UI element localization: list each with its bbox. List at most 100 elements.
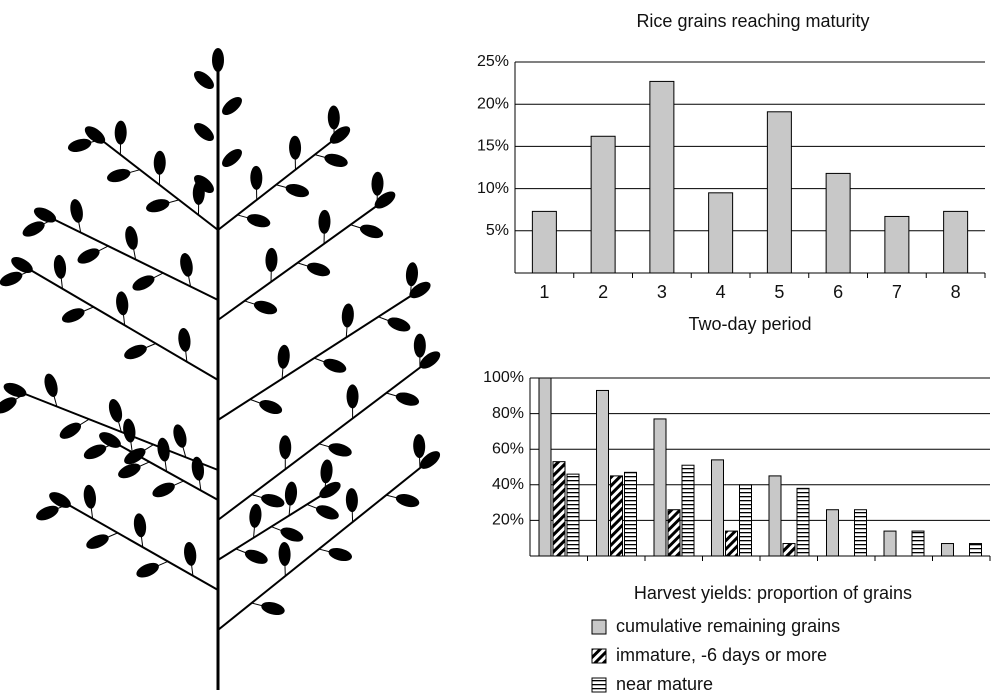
leaf [320, 459, 334, 484]
leaf [156, 437, 171, 462]
leaf [358, 222, 384, 241]
legend-label: cumulative remaining grains [616, 616, 840, 636]
leaf [53, 254, 68, 279]
leaf [305, 260, 331, 279]
leaf [122, 342, 149, 362]
leaf [284, 182, 310, 200]
bar [942, 544, 954, 556]
leaf [413, 434, 426, 458]
leaf [279, 435, 291, 459]
leaf [150, 480, 177, 501]
leaf [265, 248, 277, 272]
y-tick-label: 40% [492, 476, 524, 493]
leaf [0, 269, 24, 289]
y-tick-label: 20% [477, 95, 509, 112]
leaf [106, 167, 132, 185]
leaf [122, 418, 137, 443]
bar [884, 531, 896, 556]
bar [539, 378, 551, 556]
bar [827, 510, 839, 556]
leaf [328, 105, 340, 129]
leaf [318, 210, 330, 234]
legend-label: immature, -6 days or more [616, 645, 827, 665]
chart-title: Rice grains reaching maturity [636, 11, 869, 31]
bar [726, 531, 738, 556]
leaf [130, 272, 157, 294]
leaf [371, 172, 383, 196]
bar [668, 510, 680, 556]
bar [769, 476, 781, 556]
leaf [82, 484, 97, 509]
chart-title: Harvest yields: proportion of grains [634, 583, 912, 603]
panicle-diagram [0, 48, 443, 690]
leaf [82, 441, 109, 462]
leaf [2, 380, 29, 400]
branch [218, 460, 430, 630]
bar [783, 544, 795, 556]
leaf [191, 120, 217, 145]
y-tick-label: 100% [483, 369, 524, 386]
legend-swatch [592, 620, 606, 634]
legend-swatch [592, 678, 606, 692]
leaf [323, 151, 349, 169]
leaf [289, 136, 301, 160]
leaf [42, 372, 60, 398]
x-tick-label: 4 [716, 282, 726, 302]
bar [553, 462, 565, 556]
leaf [57, 419, 84, 442]
leaf [212, 48, 224, 72]
bar [709, 193, 733, 273]
leaf [321, 356, 348, 376]
leaf [171, 423, 189, 449]
bar [650, 81, 674, 273]
leaf [133, 513, 148, 538]
bar [611, 476, 623, 556]
leaf [115, 291, 130, 316]
bar [567, 474, 579, 556]
bar [625, 472, 637, 556]
leaf [260, 492, 286, 510]
x-tick-label: 6 [833, 282, 843, 302]
leaf [34, 503, 61, 524]
x-tick-label: 1 [539, 282, 549, 302]
leaf [278, 542, 291, 566]
bar [591, 136, 615, 273]
leaf [145, 197, 171, 215]
leaf [386, 315, 413, 335]
leaf [250, 166, 262, 190]
x-tick-label: 3 [657, 282, 667, 302]
x-tick-label: 2 [598, 282, 608, 302]
bar [912, 531, 924, 556]
leaf [317, 479, 344, 502]
x-tick-label: 5 [774, 282, 784, 302]
leaf [314, 502, 341, 522]
leaf [327, 546, 353, 564]
leaf [20, 218, 47, 240]
leaf [347, 384, 359, 408]
y-tick-label: 10% [477, 180, 509, 197]
leaf [183, 541, 198, 566]
leaf [414, 334, 426, 358]
bar [826, 173, 850, 273]
leaf [134, 560, 161, 581]
leaf [278, 525, 305, 545]
bar [682, 465, 694, 556]
leaf [219, 94, 245, 119]
y-tick-label: 25% [477, 53, 509, 70]
bar [944, 211, 968, 273]
x-tick-label: 8 [951, 282, 961, 302]
leaf [154, 151, 166, 175]
leaf [177, 327, 192, 352]
leaf [252, 298, 278, 317]
leaf [75, 245, 102, 267]
leaf [394, 492, 420, 510]
y-tick-label: 5% [486, 222, 509, 239]
leaf [0, 394, 19, 417]
bar [597, 390, 609, 556]
bar [654, 419, 666, 556]
branch [218, 200, 385, 320]
leaf [277, 344, 291, 369]
leaf [245, 212, 271, 230]
bar [797, 488, 809, 556]
bar [855, 510, 867, 556]
